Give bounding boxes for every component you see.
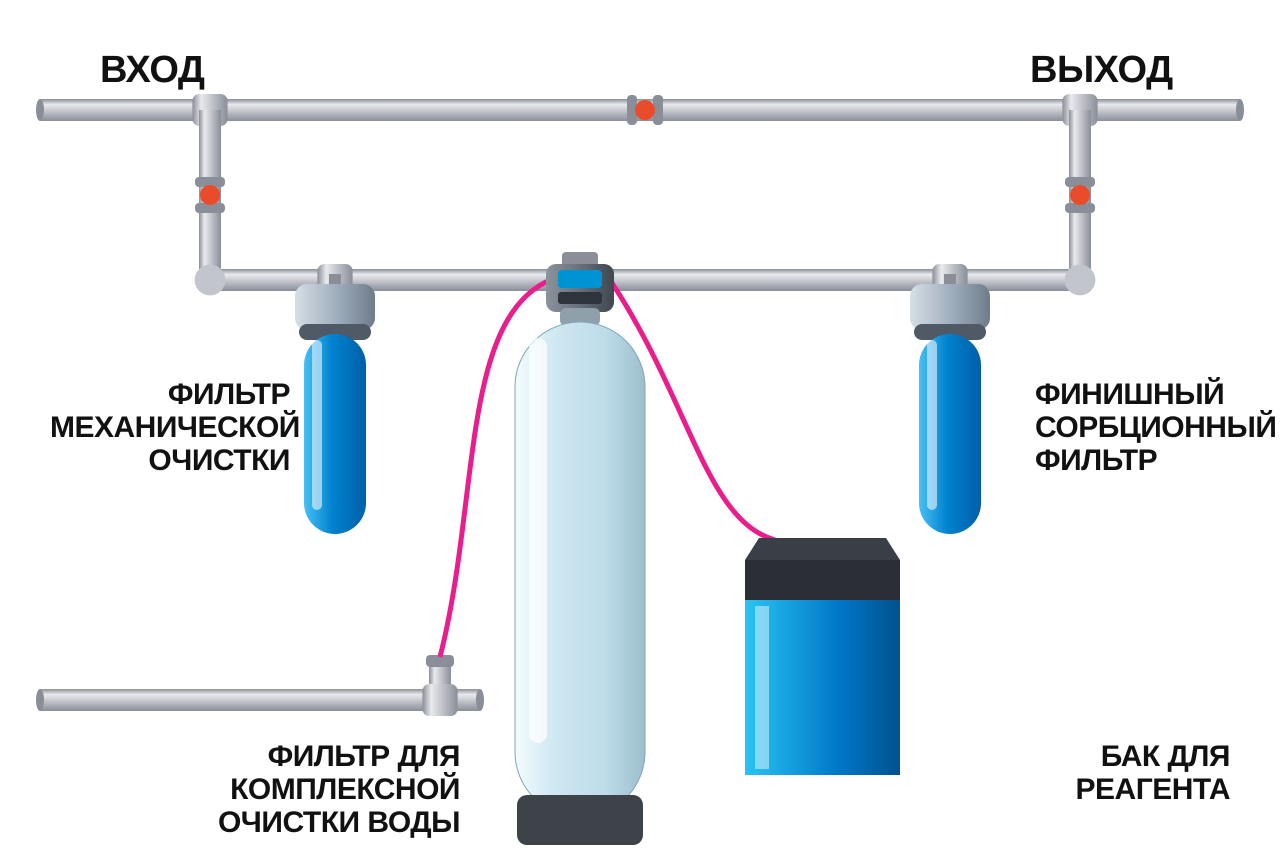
- mech-label: ФИЛЬТРМЕХАНИЧЕСКОЙОЧИСТКИ: [50, 378, 290, 477]
- sorption-filter-cap: [910, 284, 990, 330]
- complex-label: ФИЛЬТР ДЛЯ КОМПЛЕКСНОЙОЧИСТКИ ВОДЫ: [50, 740, 460, 839]
- inlet-label: ВХОД: [100, 50, 205, 92]
- controller-screen: [558, 270, 602, 288]
- reagent-label: БАК ДЛЯРЕАГЕНТА: [1000, 740, 1230, 806]
- sorb-label: ФИНИШНЫЙСОРБЦИОННЫЙФИЛЬТР: [1035, 378, 1276, 477]
- complex-filter-base: [517, 795, 643, 845]
- outlet-label: ВЫХОД: [1030, 50, 1173, 92]
- mechanical-filter-cap: [295, 284, 375, 330]
- reagent-tank-lid: [745, 560, 900, 600]
